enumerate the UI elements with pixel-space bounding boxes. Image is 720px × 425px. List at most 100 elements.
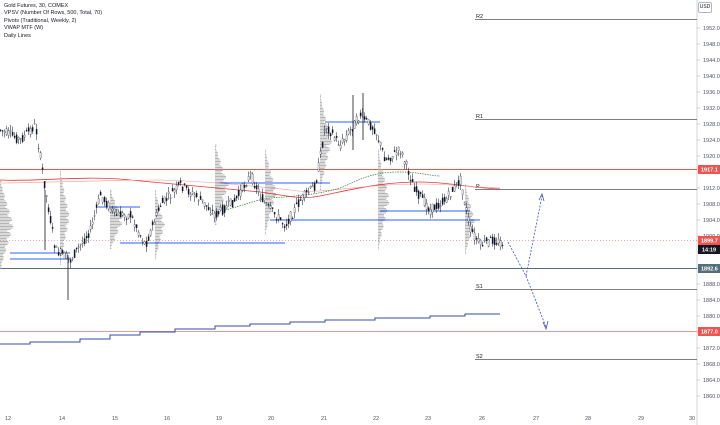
candle-body <box>105 200 108 208</box>
legend-daily-lines[interactable]: Daily Lines <box>4 32 31 39</box>
candle-body <box>123 214 126 218</box>
candle-body <box>205 205 208 207</box>
candle-body <box>297 199 300 207</box>
price-tick-label: 1932.0 <box>703 106 720 112</box>
candle-body <box>17 137 20 140</box>
candle-body <box>325 128 328 130</box>
candle-body <box>467 217 470 222</box>
candle-body <box>341 138 344 143</box>
candle-body <box>363 116 366 120</box>
candle-body <box>267 204 270 206</box>
time-tick-label: 22 <box>373 416 379 422</box>
price-tick-label: 1948.0 <box>703 42 720 48</box>
candle-body <box>87 233 90 239</box>
candle-body <box>243 184 246 188</box>
pivot-s2-label: S2 <box>476 354 483 360</box>
candle-body <box>63 252 66 260</box>
projection-down-leg[interactable] <box>507 241 527 277</box>
time-tick-label: 15 <box>112 416 118 422</box>
candle-body <box>315 180 318 183</box>
candle-body <box>275 219 278 221</box>
candle-body <box>441 197 444 205</box>
candle-body <box>181 186 184 192</box>
candle-body <box>201 199 204 202</box>
candle-body <box>217 211 220 215</box>
candle-body <box>103 197 106 203</box>
candle-body <box>115 214 118 216</box>
price-tick-label: 1884.0 <box>703 298 720 304</box>
legend-vpsv[interactable]: VPSV (Number Of Rows, 500, Total, 70) <box>4 10 103 17</box>
candle-body <box>449 196 452 198</box>
tag-level-bottom: 1877.0 <box>701 330 718 336</box>
candle-body <box>271 207 274 209</box>
legend-vwap[interactable]: VWAP MTF (W) <box>4 25 44 32</box>
candle-body <box>185 185 188 188</box>
candle-body <box>353 120 356 129</box>
candle-body <box>179 180 182 183</box>
candle-body <box>15 134 18 144</box>
candle-body <box>189 194 192 197</box>
tag-last-bg <box>698 236 720 245</box>
candle-body <box>251 173 254 184</box>
candle-body <box>253 186 256 188</box>
projection-up-leg[interactable] <box>525 195 543 277</box>
time-tick-label: 12 <box>5 416 11 422</box>
candle-body <box>113 208 116 213</box>
candle-body <box>485 237 488 242</box>
pivot-r1-label: R1 <box>476 114 483 120</box>
candle-body <box>497 238 500 244</box>
candle-body <box>39 152 42 159</box>
candle-body <box>93 215 96 217</box>
candle-body <box>445 198 448 203</box>
candle-body <box>289 211 292 222</box>
candle-body <box>249 172 252 175</box>
candle-body <box>73 249 76 258</box>
candle-body <box>111 208 114 211</box>
time-tick-label: 14 <box>59 416 65 422</box>
candle-body <box>149 229 152 236</box>
legend-pivots[interactable]: Pivots (Traditional, Weekly, 2) <box>4 17 77 24</box>
candle-body <box>359 112 362 117</box>
time-tick-label: 21 <box>321 416 327 422</box>
candle-body <box>425 203 428 210</box>
candle-body <box>173 189 176 193</box>
candle-body <box>475 237 478 240</box>
candle-body <box>261 194 264 203</box>
currency-label[interactable]: USD <box>698 2 712 13</box>
candlesticks[interactable] <box>0 93 504 300</box>
candle-body <box>7 130 10 136</box>
candle-body <box>291 217 294 220</box>
candle-body <box>151 221 154 226</box>
candle-body <box>247 176 250 181</box>
candle-body <box>161 197 164 204</box>
candle-body <box>187 188 190 195</box>
tag-level-low-bg <box>698 264 720 273</box>
candle-body <box>193 194 196 197</box>
candle-body <box>395 152 398 156</box>
candle-body <box>347 130 350 135</box>
candle-body <box>223 205 226 213</box>
candle-body <box>307 192 310 194</box>
candle-body <box>121 212 124 216</box>
candle-body <box>157 207 160 211</box>
candle-body <box>133 224 136 228</box>
candle-body <box>155 212 158 216</box>
candle-body <box>23 134 26 138</box>
candle-body <box>491 236 494 244</box>
projection-arrows[interactable] <box>507 192 549 331</box>
time-axis[interactable]: 12 14 15 16 19 20 21 22 23 26 27 28 29 30 <box>5 416 695 422</box>
candle-body <box>99 191 102 196</box>
time-tick-label: 28 <box>585 416 591 422</box>
candle-body <box>287 218 290 224</box>
candle-body <box>331 129 334 133</box>
candle-body <box>431 203 434 213</box>
candle-body <box>393 150 396 152</box>
candle-body <box>371 126 374 130</box>
price-tick-label: 1864.0 <box>703 378 720 384</box>
projection-drop-leg[interactable] <box>525 275 547 328</box>
legend-symbol[interactable]: Gold Futures, 30, COMEX <box>4 3 69 9</box>
candle-body <box>421 194 424 198</box>
price-axis[interactable]: 1952.0 1948.0 1944.0 1940.0 1936.0 1932.0 1928… <box>697 26 720 400</box>
candle-body <box>199 195 202 200</box>
